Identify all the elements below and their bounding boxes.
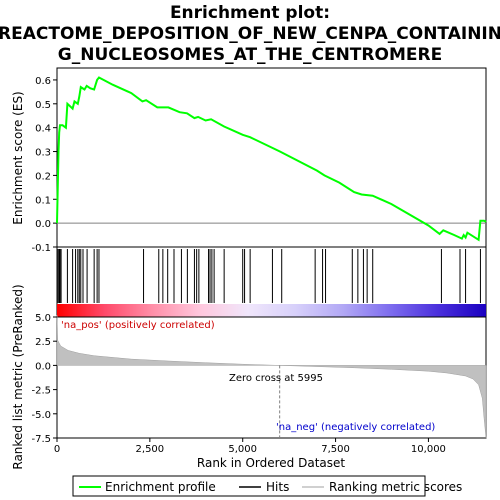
hit-marks [57, 249, 481, 303]
es-y-tick-label: 0.3 [35, 148, 51, 159]
metric-y-axis-label: Ranked list metric (PreRanked) [11, 284, 25, 469]
metric-y-tick-label: 2.5 [35, 337, 51, 348]
es-y-axis-label: Enrichment score (ES) [11, 91, 25, 224]
es-y-ticks: -0.1 0.0 0.1 0.2 0.3 0.4 0.5 0.6 [31, 76, 57, 254]
metric-panel-frame [56, 316, 487, 439]
legend-metric-label: Ranking metric scores [329, 480, 462, 494]
es-panel-frame [56, 67, 487, 248]
x-tick-label: 5,000 [228, 444, 257, 455]
x-tick-label: 2,500 [136, 444, 165, 455]
hits-panel [56, 246, 487, 318]
negative-correlated-label: 'na_neg' (negatively correlated) [276, 422, 435, 433]
x-axis-label: Rank in Ordered Dataset [197, 456, 345, 470]
metric-y-ticks: -7.5 -5.0 -2.5 0.0 2.5 5.0 [31, 313, 57, 445]
es-y-tick-label: 0.5 [35, 100, 51, 111]
x-tick-label: 0 [54, 444, 60, 455]
legend-enrichment-label: Enrichment profile [105, 480, 216, 494]
title-line-2: REACTOME_DEPOSITION_OF_NEW_CENPA_CONTAIN… [0, 24, 500, 44]
metric-y-tick-label: 0.0 [35, 361, 51, 372]
es-y-tick-label: -0.1 [31, 243, 51, 254]
legend-frame [72, 475, 426, 497]
metric-y-tick-label: -7.5 [31, 434, 51, 445]
positive-correlated-label: 'na_pos' (positively correlated) [61, 320, 215, 331]
enrichment-profile-line [56, 76, 487, 242]
ranking-metric-area [56, 315, 487, 439]
x-tick-label: 7,500 [321, 444, 350, 455]
metric-panel: -7.5 -5.0 -2.5 0.0 2.5 5.0 'na_pos' (positive… [11, 284, 487, 470]
title-line-1: Enrichment plot: [170, 3, 330, 23]
es-panel: -0.1 0.0 0.1 0.2 0.3 0.4 0.5 0.6 Enrichment sco… [11, 67, 487, 254]
metric-y-tick-label: -2.5 [31, 386, 51, 397]
es-y-tick-label: 0.2 [35, 171, 51, 182]
es-y-tick-label: 0.6 [35, 76, 51, 87]
es-y-tick-label: 0.0 [35, 219, 51, 230]
title-line-3: G_NUCLEOSOMES_AT_THE_CENTROMERE [58, 45, 442, 65]
metric-y-tick-label: 5.0 [35, 313, 51, 324]
legend-hits-label: Hits [266, 480, 289, 494]
legend: Enrichment profile Hits Ranking metric s… [72, 475, 462, 497]
metric-y-tick-label: -5.0 [31, 410, 51, 421]
es-y-tick-label: 0.1 [35, 195, 51, 206]
x-tick-label: 10,000 [411, 444, 446, 455]
es-y-tick-label: 0.4 [35, 124, 51, 135]
ranking-color-bar [57, 304, 486, 317]
x-axis-ticks: 0 2,500 5,000 7,500 10,000 [54, 438, 446, 455]
zero-cross-label: Zero cross at 5995 [229, 373, 323, 384]
